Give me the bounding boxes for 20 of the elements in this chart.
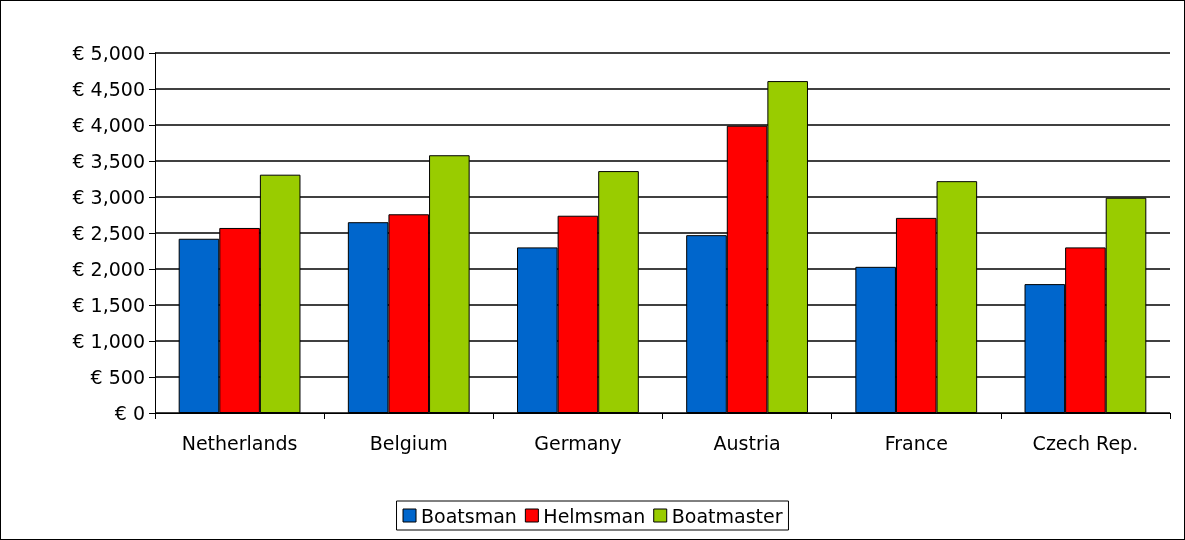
y-tick-label: € 1,500 (72, 294, 145, 316)
x-tick-label: Czech Rep. (1032, 431, 1139, 454)
y-tick-label: € 3,000 (72, 186, 145, 208)
y-tick-label: € 4,500 (72, 78, 145, 100)
y-tick-label: € 3,500 (72, 150, 145, 172)
y-tick-label: € 1,000 (72, 330, 145, 352)
y-tick-label: € 0 (114, 402, 145, 424)
x-tick-label: Netherlands (181, 431, 298, 454)
legend-label: Boatmaster (671, 504, 783, 527)
y-tick-label: € 500 (90, 366, 145, 388)
legend-label: Boatsman (421, 504, 517, 527)
legend-label: Helmsman (543, 504, 646, 527)
x-tick-label: Germany (534, 431, 622, 454)
x-tick-label: Austria (713, 431, 781, 454)
x-tick-label: France (884, 431, 948, 454)
y-tick-label: € 5,000 (72, 42, 145, 64)
y-tick-label: € 4,000 (72, 114, 145, 136)
y-tick-label: € 2,000 (72, 258, 145, 280)
x-tick-label: Belgium (369, 431, 448, 454)
y-tick-label: € 2,500 (72, 222, 145, 244)
